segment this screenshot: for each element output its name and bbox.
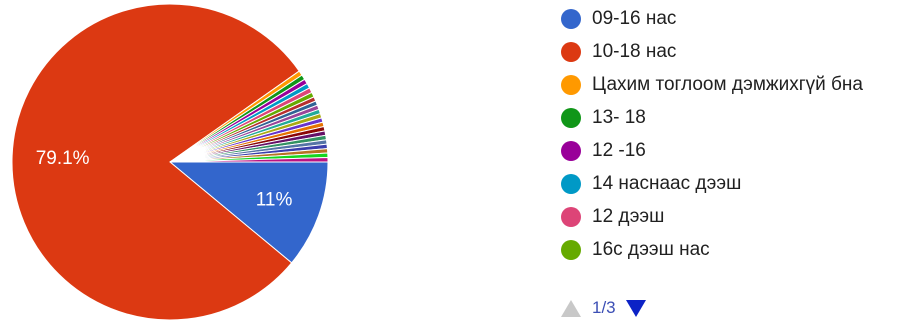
legend-label: 09-16 нас xyxy=(592,7,677,29)
legend-label: Цахим тоглоом дэмжихгүй бна xyxy=(592,73,863,95)
legend-swatch xyxy=(561,41,581,62)
legend-item: 16с дээш нас xyxy=(561,233,863,266)
legend-item: 12 -16 xyxy=(561,134,863,167)
page-indicator: 1/3 xyxy=(592,298,616,317)
legend-label: 12 дээш xyxy=(592,205,665,227)
next-page-icon[interactable] xyxy=(625,299,646,317)
legend-item: 14 наснаас дээш xyxy=(561,167,863,200)
legend: 09-16 нас 10-18 нас Цахим тоглоом дэмжихгү… xyxy=(561,2,863,266)
pie-chart-canvas: 11% 79.1% xyxy=(11,3,329,321)
legend-swatch xyxy=(561,206,581,227)
legend-swatch xyxy=(561,239,581,260)
pie-slice xyxy=(169,157,329,163)
slice-percentage-label: 79.1% xyxy=(36,148,90,169)
legend-swatch xyxy=(561,140,581,161)
legend-pager: 1/3 xyxy=(561,298,646,318)
pie-slice xyxy=(11,3,300,321)
legend-label: 16с дээш нас xyxy=(592,238,710,260)
legend-item: 13- 18 xyxy=(561,101,863,134)
previous-page-icon[interactable] xyxy=(561,299,581,317)
legend-item: 10-18 нас xyxy=(561,35,863,68)
legend-swatch xyxy=(561,173,581,194)
pie-slice xyxy=(168,161,329,264)
legend-label: 12 -16 xyxy=(592,139,646,161)
legend-swatch xyxy=(561,8,581,29)
legend-swatch xyxy=(561,74,581,95)
slice-percentage-label: 11% xyxy=(256,190,293,211)
legend-item: Цахим тоглоом дэмжихгүй бна xyxy=(561,68,863,101)
legend-label: 10-18 нас xyxy=(592,40,677,62)
legend-label: 13- 18 xyxy=(592,106,646,128)
legend-item: 12 дээш xyxy=(561,200,863,233)
legend-label: 14 наснаас дээш xyxy=(592,172,742,194)
legend-swatch xyxy=(561,107,581,128)
legend-item: 09-16 нас xyxy=(561,2,863,35)
